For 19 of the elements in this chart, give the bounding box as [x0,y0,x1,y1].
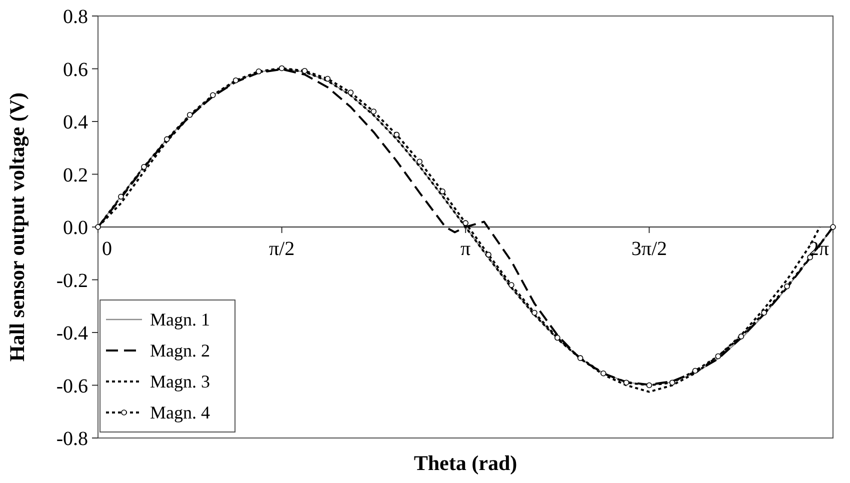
x-tick-label: 3π/2 [631,238,668,260]
y-tick-label: 0.8 [63,6,88,28]
x-tick-label: π [460,238,471,260]
legend-label: Magn. 2 [150,340,210,360]
y-tick-label: 0.6 [63,58,88,81]
y-axis-title: Hall sensor output voltage (V) [5,92,29,362]
legend-label: Magn. 1 [150,310,210,330]
y-tick-label: 0.4 [63,112,88,134]
x-axis-title: Theta (rad) [414,451,518,475]
legend-label: Magn. 3 [150,372,210,392]
y-tick-label: 0.0 [63,217,88,239]
x-tick-label: 0 [102,238,112,260]
y-tick-label: 0.2 [63,164,88,186]
x-tick-label: π/2 [268,238,295,260]
y-tick-label: -0.6 [56,375,88,398]
y-tick-label: -0.4 [56,322,88,344]
y-tick-label: -0.2 [56,270,88,292]
legend-label: Magn. 4 [150,402,210,422]
y-tick-label: -0.8 [56,428,88,450]
